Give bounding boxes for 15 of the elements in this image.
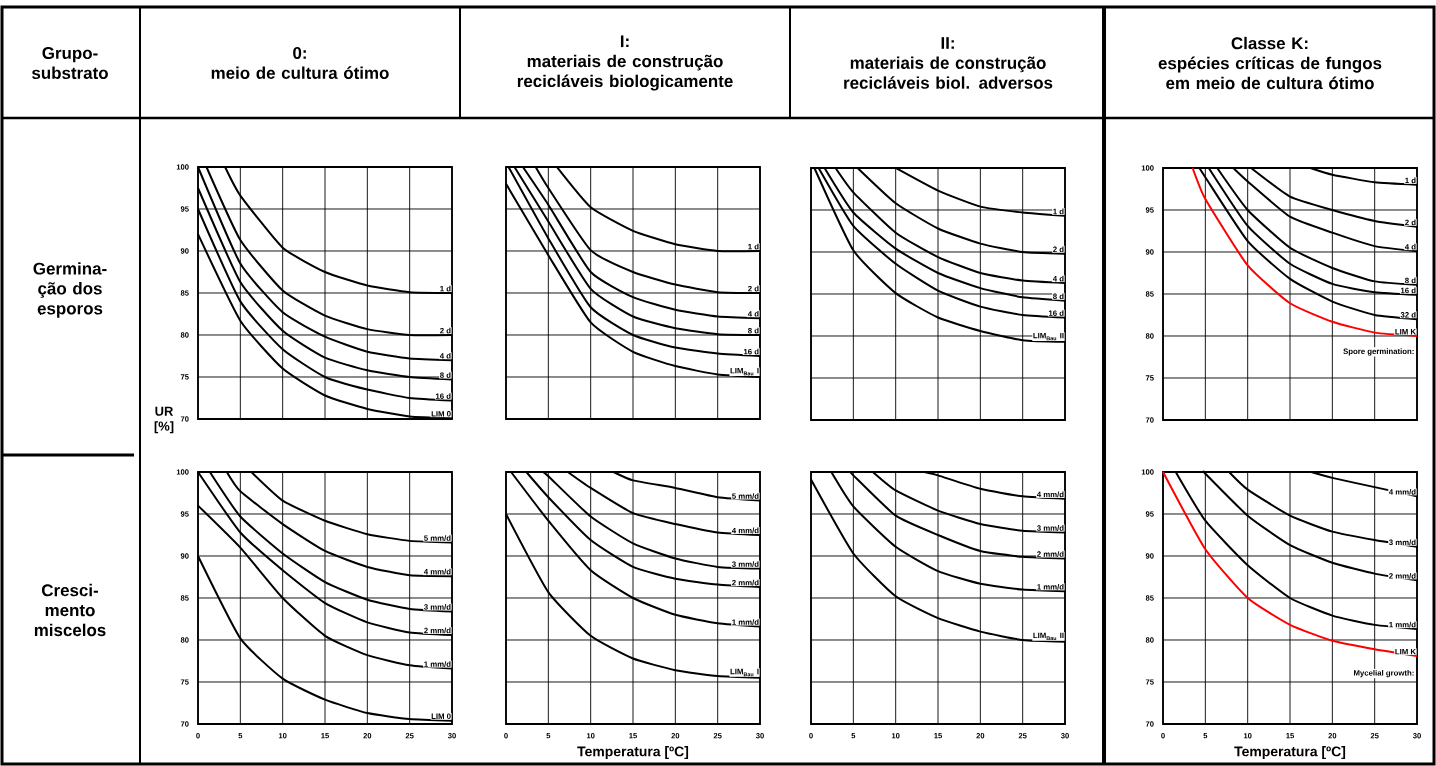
chart-title: II: — [941, 37, 954, 49]
chart-title: 0: — [293, 47, 306, 60]
chart-subtitle: meio de cultura ótimo — [211, 66, 389, 79]
chart-subtitle: espécies críticas de fungos em meio de cultura ótimo — [1158, 56, 1382, 90]
x-axis-title: Temperatura [ºC] — [1234, 746, 1346, 760]
line-series — [1162, 470, 1419, 657]
text: Cresci-mento miscelos — [34, 583, 106, 637]
chart-title: I: — [620, 35, 629, 48]
text: Grupo-substrato — [32, 47, 108, 79]
y-axis-title: UR [%] — [154, 406, 174, 434]
chart-subtitle: materiais de construção recicláveis biologicamente — [517, 54, 733, 91]
chart-title: Classe K: — [1231, 36, 1308, 50]
x-axis-title: Temperatura [ºC] — [577, 746, 689, 760]
text: Germina-ção dos esporos — [33, 262, 107, 318]
chart-subtitle: materiais de construção recicláveis biol. adversos — [844, 56, 1053, 89]
